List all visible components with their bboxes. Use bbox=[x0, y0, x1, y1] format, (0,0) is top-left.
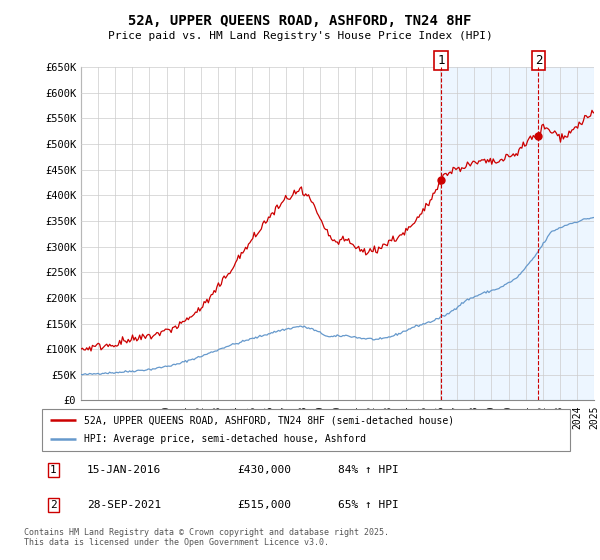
Text: 15-JAN-2016: 15-JAN-2016 bbox=[87, 465, 161, 475]
Text: 52A, UPPER QUEENS ROAD, ASHFORD, TN24 8HF: 52A, UPPER QUEENS ROAD, ASHFORD, TN24 8H… bbox=[128, 14, 472, 28]
Text: 28-SEP-2021: 28-SEP-2021 bbox=[87, 500, 161, 510]
Text: £430,000: £430,000 bbox=[238, 465, 292, 475]
FancyBboxPatch shape bbox=[42, 409, 570, 451]
Text: 2: 2 bbox=[50, 500, 56, 510]
Text: 65% ↑ HPI: 65% ↑ HPI bbox=[338, 500, 398, 510]
Text: Price paid vs. HM Land Registry's House Price Index (HPI): Price paid vs. HM Land Registry's House … bbox=[107, 31, 493, 41]
Text: HPI: Average price, semi-detached house, Ashford: HPI: Average price, semi-detached house,… bbox=[84, 435, 366, 445]
Bar bbox=[441, 67, 594, 400]
Text: 84% ↑ HPI: 84% ↑ HPI bbox=[338, 465, 398, 475]
Text: 2: 2 bbox=[535, 54, 542, 67]
Text: £515,000: £515,000 bbox=[238, 500, 292, 510]
Text: Contains HM Land Registry data © Crown copyright and database right 2025.
This d: Contains HM Land Registry data © Crown c… bbox=[24, 528, 389, 547]
Text: 52A, UPPER QUEENS ROAD, ASHFORD, TN24 8HF (semi-detached house): 52A, UPPER QUEENS ROAD, ASHFORD, TN24 8H… bbox=[84, 415, 454, 425]
Text: 1: 1 bbox=[50, 465, 56, 475]
Text: 1: 1 bbox=[437, 54, 445, 67]
